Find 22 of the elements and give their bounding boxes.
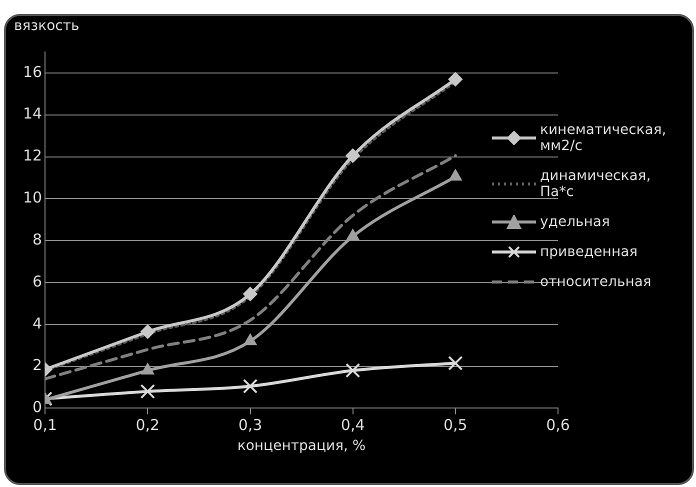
x-tick-label: 0,5 xyxy=(443,416,468,434)
y-tick-label: 4 xyxy=(32,314,42,332)
legend-label: приведенная xyxy=(540,244,638,260)
legend-label: динамическая, Па*с xyxy=(540,168,652,200)
x-tick-label: 0,1 xyxy=(33,416,58,434)
y-tick-label: 10 xyxy=(22,188,42,207)
y-tick-label: 8 xyxy=(32,230,42,248)
y-tick-label: 16 xyxy=(22,62,42,81)
y-tick-label: 0 xyxy=(32,398,42,416)
legend-label: удельная xyxy=(540,214,610,230)
x-tick-label: 0,3 xyxy=(238,416,262,434)
x-tick-label: 0,6 xyxy=(546,416,570,434)
y-tick-label: 12 xyxy=(22,146,42,165)
y-tick-label: 6 xyxy=(32,272,42,290)
x-tick-label: 0,2 xyxy=(136,416,160,434)
y-tick-label: 2 xyxy=(32,356,42,374)
x-tick-label: 0,4 xyxy=(340,416,365,434)
y-axis-title: вязкость xyxy=(14,18,80,34)
y-tick-label: 14 xyxy=(22,104,42,123)
legend-label: кинематическая, мм2/с xyxy=(540,122,668,154)
legend-label: относительная xyxy=(540,274,652,290)
x-axis-title: концентрация, % xyxy=(237,438,366,454)
